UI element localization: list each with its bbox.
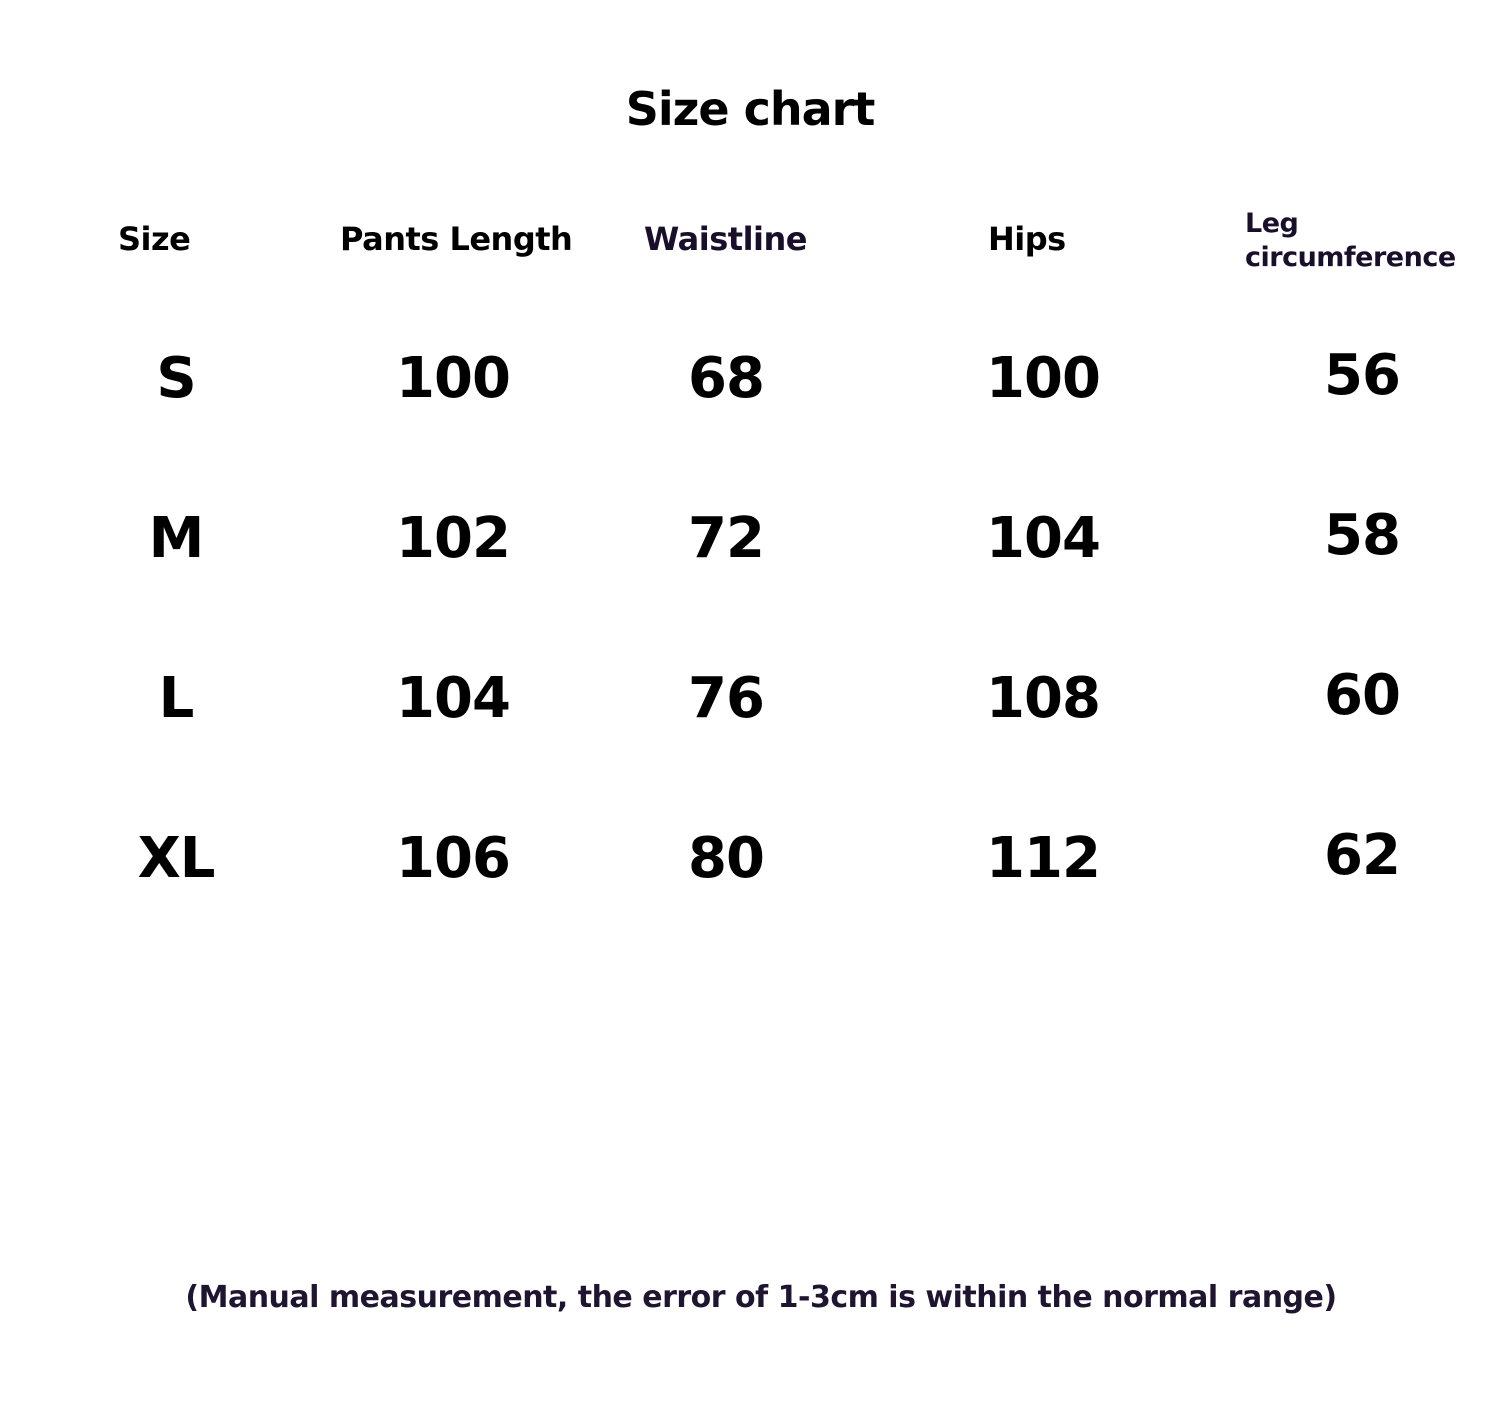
measurement-cell: 58 (1324, 503, 1401, 568)
header-pants-length: Pants Length (340, 220, 573, 258)
measurement-cell: 112 (986, 826, 1101, 891)
header-hips: Hips (988, 220, 1066, 258)
measurement-cell: 102 (396, 506, 511, 571)
size-label: S (156, 346, 196, 411)
measurement-cell: 56 (1324, 343, 1401, 408)
measurement-cell: 108 (986, 666, 1101, 731)
header-circumference: circumference (1245, 242, 1456, 273)
measurement-cell: 60 (1324, 663, 1401, 728)
measurement-cell: 104 (986, 506, 1101, 571)
page-title: Size chart (625, 82, 876, 136)
size-label: M (148, 506, 205, 571)
measurement-cell: 100 (986, 346, 1101, 411)
measurement-cell: 62 (1324, 823, 1401, 888)
header-size: Size (118, 220, 191, 258)
size-label: XL (137, 826, 216, 891)
measurement-cell: 68 (688, 346, 765, 411)
measurement-cell: 72 (688, 506, 765, 571)
measurement-cell: 104 (396, 666, 511, 731)
header-leg: Leg (1245, 208, 1299, 239)
measurement-cell: 80 (688, 826, 765, 891)
size-label: L (158, 666, 195, 731)
measurement-cell: 106 (396, 826, 511, 891)
measurement-cell: 100 (396, 346, 511, 411)
measurement-note: (Manual measurement, the error of 1-3cm … (185, 1280, 1337, 1315)
header-waistline: Waistline (644, 220, 807, 258)
measurement-cell: 76 (688, 666, 765, 731)
